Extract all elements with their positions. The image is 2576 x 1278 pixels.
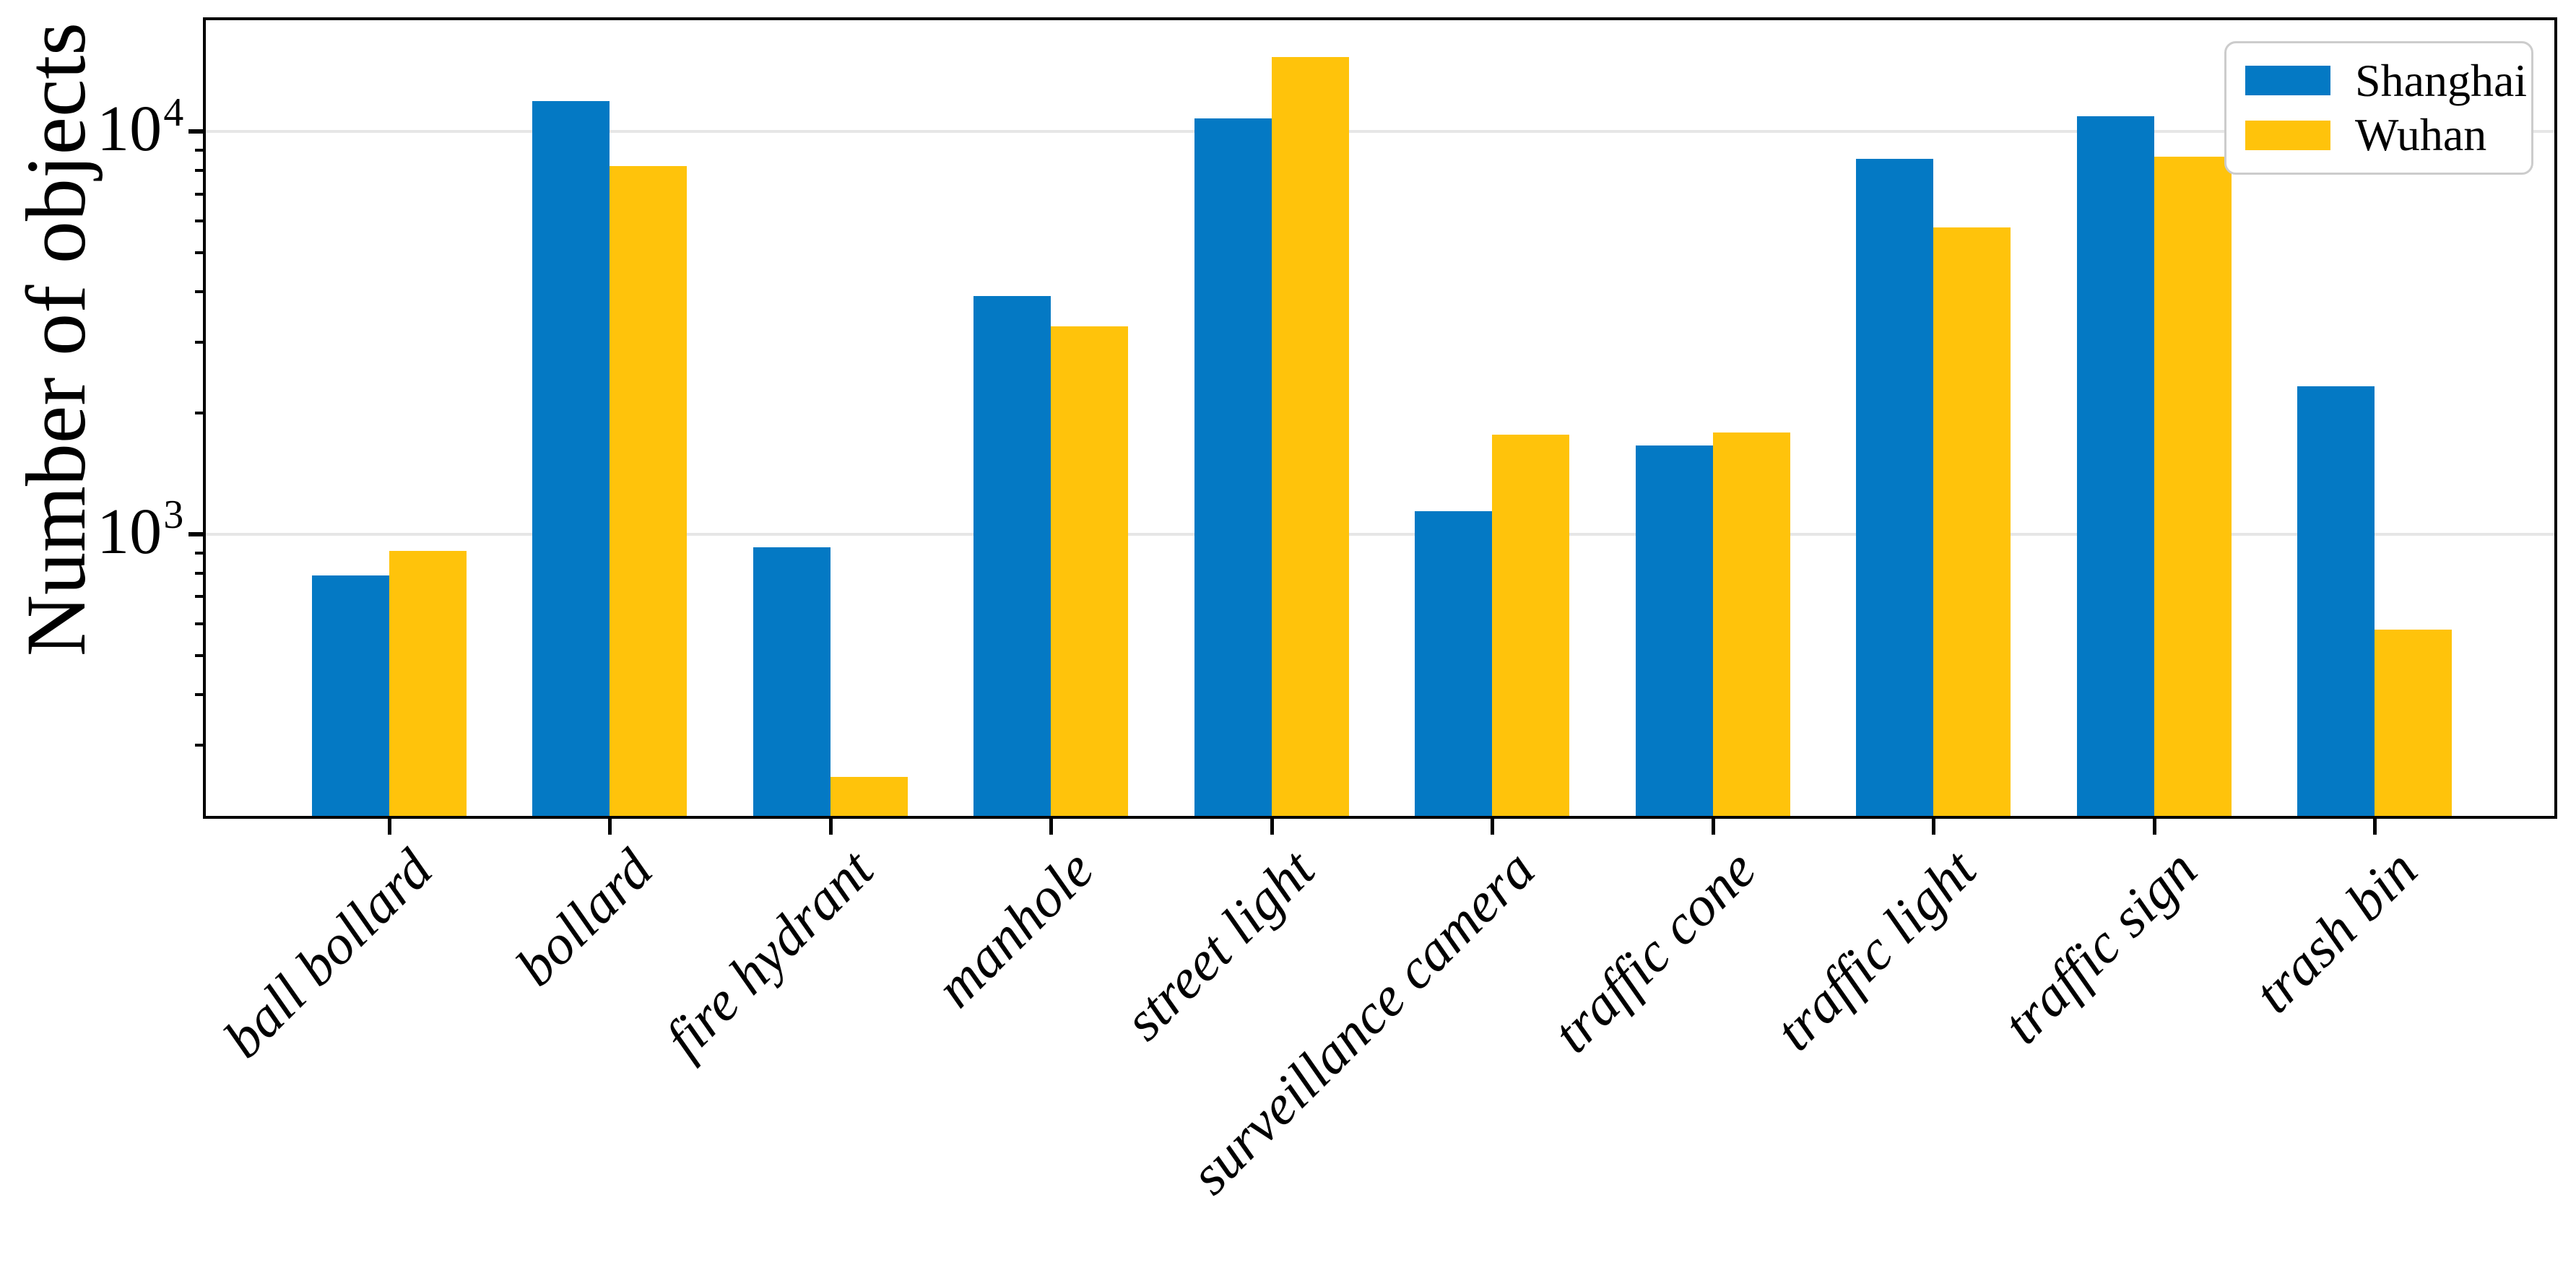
bar-wuhan-traffic-light bbox=[1933, 227, 2011, 816]
bar-wuhan-bollard bbox=[610, 166, 687, 816]
x-tick-label: manhole bbox=[923, 837, 1106, 1020]
bar-shanghai-bollard bbox=[532, 101, 610, 816]
y-major-tick bbox=[188, 129, 206, 134]
x-tick-label: fire hydrant bbox=[652, 837, 885, 1070]
x-tick-label: street light bbox=[1111, 837, 1326, 1052]
legend-item-wuhan: Wuhan bbox=[2245, 112, 2512, 158]
gridline bbox=[206, 533, 2554, 536]
legend-swatch-wuhan bbox=[2245, 120, 2330, 150]
bar-wuhan-manhole bbox=[1051, 326, 1128, 816]
bar-shanghai-ball-bollard bbox=[311, 575, 389, 816]
bar-wuhan-street-light bbox=[1271, 57, 1349, 816]
y-minor-tick bbox=[195, 654, 206, 657]
x-tick bbox=[1932, 819, 1935, 835]
plot-area bbox=[203, 17, 2557, 819]
bar-shanghai-trash-bin bbox=[2297, 386, 2375, 816]
x-tick-label: trash bin bbox=[2242, 837, 2429, 1025]
y-minor-tick bbox=[195, 693, 206, 697]
x-tick bbox=[1491, 819, 1494, 835]
y-minor-tick bbox=[195, 148, 206, 152]
y-major-tick bbox=[188, 532, 206, 537]
x-tick-label: ball bollard bbox=[211, 837, 443, 1070]
legend-swatch-shanghai bbox=[2245, 66, 2330, 96]
x-tick-label: bollard bbox=[503, 837, 664, 998]
legend-label-wuhan: Wuhan bbox=[2355, 109, 2487, 161]
bar-wuhan-fire-hydrant bbox=[830, 776, 908, 816]
bar-shanghai-traffic-cone bbox=[1635, 445, 1713, 816]
bar-shanghai-fire-hydrant bbox=[753, 547, 831, 816]
y-minor-tick bbox=[195, 169, 206, 173]
y-minor-tick bbox=[195, 412, 206, 415]
bar-shanghai-manhole bbox=[973, 296, 1051, 816]
y-minor-tick bbox=[195, 572, 206, 575]
y-tick-label: 103 bbox=[97, 492, 184, 568]
x-tick-label: traffic light bbox=[1763, 837, 1988, 1063]
x-tick-label: traffic sign bbox=[1990, 837, 2208, 1056]
x-tick bbox=[387, 819, 391, 835]
x-tick bbox=[828, 819, 833, 835]
y-minor-tick bbox=[195, 192, 206, 196]
x-tick bbox=[608, 819, 612, 835]
y-minor-tick bbox=[195, 340, 206, 344]
x-tick bbox=[1049, 819, 1053, 835]
bar-shanghai-traffic-light bbox=[1856, 159, 1933, 816]
y-minor-tick bbox=[195, 251, 206, 255]
bar-wuhan-traffic-sign bbox=[2154, 157, 2232, 816]
bar-shanghai-street-light bbox=[1194, 118, 1272, 816]
gridline bbox=[206, 130, 2554, 134]
legend: Shanghai Wuhan bbox=[2224, 41, 2533, 175]
bar-wuhan-trash-bin bbox=[2375, 630, 2452, 816]
y-minor-tick bbox=[195, 551, 206, 555]
y-minor-tick bbox=[195, 595, 206, 599]
x-tick bbox=[1270, 819, 1274, 835]
y-minor-tick bbox=[195, 219, 206, 222]
bar-shanghai-traffic-sign bbox=[2076, 116, 2154, 816]
x-tick-label: traffic cone bbox=[1540, 837, 1767, 1065]
plot-inner bbox=[206, 20, 2554, 816]
legend-label-shanghai: Shanghai bbox=[2355, 54, 2528, 106]
legend-item-shanghai: Shanghai bbox=[2245, 57, 2527, 104]
y-tick-label: 104 bbox=[97, 90, 184, 165]
bar-wuhan-traffic-cone bbox=[1712, 432, 1790, 816]
bar-shanghai-surveillance-camera bbox=[1415, 511, 1492, 816]
x-tick bbox=[2373, 819, 2377, 835]
y-minor-tick bbox=[195, 743, 206, 747]
bar-wuhan-surveillance-camera bbox=[1492, 434, 1569, 816]
x-tick bbox=[1711, 819, 1715, 835]
y-minor-tick bbox=[195, 290, 206, 294]
x-tick bbox=[2152, 819, 2156, 835]
y-minor-tick bbox=[195, 622, 206, 625]
bar-wuhan-ball-bollard bbox=[389, 550, 467, 816]
